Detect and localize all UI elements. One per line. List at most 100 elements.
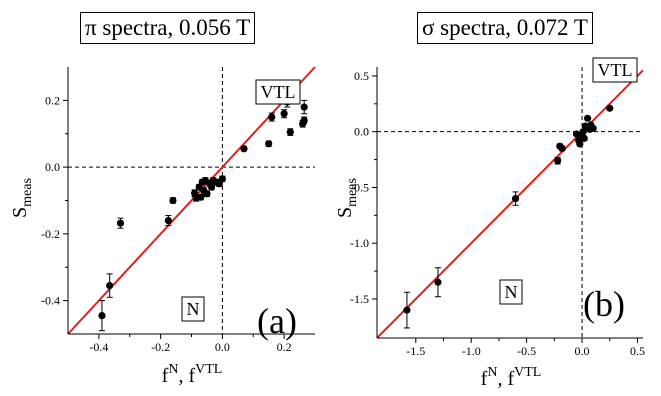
point-marker xyxy=(589,124,597,132)
point-marker xyxy=(207,183,216,191)
vtl-region-label-box xyxy=(255,79,301,105)
data-points xyxy=(403,104,614,329)
y-tick-label: -1.5 xyxy=(350,292,369,306)
data-point xyxy=(268,112,276,122)
data-point xyxy=(589,124,597,132)
chart-a-svg: -0.4 -0.2 0.0 0.2 -0.4 -0.2 0.0 0.2 VTL N (a) Smea… xyxy=(9,66,316,387)
chart-title: π spectra, 0.056 T xyxy=(80,12,256,44)
y-tick-label: 0.0 xyxy=(354,125,369,139)
data-point xyxy=(300,116,308,125)
x-axis-title-superscript: VTL xyxy=(514,365,541,380)
data-point xyxy=(203,190,211,198)
data-point xyxy=(240,145,248,153)
fit-line-group xyxy=(67,66,316,335)
x-axis-title-superscript: VTL xyxy=(195,362,222,377)
point-marker xyxy=(606,104,614,112)
data-point xyxy=(580,134,588,142)
vtl-region-label: VTL xyxy=(261,82,296,102)
data-point xyxy=(554,156,562,165)
data-point xyxy=(511,191,520,206)
point-marker xyxy=(579,128,587,136)
x-tick-label: -0.4 xyxy=(89,340,108,354)
data-point xyxy=(434,267,442,298)
x-tick-label: -0.2 xyxy=(151,340,170,354)
y-axis-title: Smeas xyxy=(9,178,35,218)
axes: -0.4 -0.2 0.0 0.2 -0.4 -0.2 0.0 0.2 xyxy=(41,67,315,354)
point-marker xyxy=(240,145,248,153)
point-marker xyxy=(197,193,205,201)
x-tick-label: 0.2 xyxy=(277,340,292,354)
data-point xyxy=(286,128,294,136)
vtl-region-label: VTL xyxy=(598,60,633,80)
point-marker xyxy=(286,128,294,136)
x-tick-label: -0.5 xyxy=(517,344,536,358)
point-marker xyxy=(164,216,172,225)
point-marker xyxy=(511,194,520,203)
chart-panel-b: σ spectra, 0.072 T -1.5 -1.0 -0.5 0.0 0.5 -1.… xyxy=(334,0,661,396)
data-point xyxy=(606,104,614,112)
point-marker xyxy=(558,144,566,153)
x-axis-title-superscript: N xyxy=(487,365,497,380)
reference-lines xyxy=(377,67,643,338)
point-marker xyxy=(218,175,226,183)
data-point xyxy=(558,144,566,153)
n-region-label: N xyxy=(187,299,200,319)
point-marker xyxy=(583,114,592,122)
panel-letter: (b) xyxy=(583,284,625,324)
x-axis-title-superscript: N xyxy=(168,362,178,377)
fit-line-group xyxy=(376,69,644,339)
point-marker xyxy=(268,113,276,121)
y-tick-label: -1.0 xyxy=(350,236,369,250)
x-axis-title-separator: , f xyxy=(497,368,514,390)
x-tick-label: 0.5 xyxy=(630,344,645,358)
point-marker xyxy=(265,140,273,148)
point-marker xyxy=(300,103,308,111)
y-axis-title-base: S xyxy=(334,207,356,218)
x-tick-label: -1.5 xyxy=(406,344,425,358)
data-point xyxy=(583,114,592,122)
data-point xyxy=(106,273,114,298)
data-point xyxy=(197,193,205,201)
x-tick-label: 0.0 xyxy=(575,344,590,358)
y-tick-label: 0.2 xyxy=(45,93,60,107)
x-axis-title: fN, fVTL xyxy=(162,362,223,387)
chart-panel-a: π spectra, 0.056 T -0.4 -0.2 0.0 0.2 -0.4 -0.… xyxy=(9,12,316,387)
data-point xyxy=(116,217,125,229)
fit-line xyxy=(67,66,316,335)
point-marker xyxy=(280,110,288,118)
point-marker xyxy=(580,134,588,142)
y-axis-title-subscript: meas xyxy=(345,178,360,207)
data-point xyxy=(403,291,411,329)
reference-lines xyxy=(68,67,315,334)
y-axis-title-subscript: meas xyxy=(20,178,35,207)
data-point xyxy=(280,109,288,119)
n-region-label: N xyxy=(505,282,518,302)
point-marker xyxy=(203,190,211,198)
x-tick-label: 0.0 xyxy=(215,340,230,354)
data-point xyxy=(265,140,273,148)
data-point xyxy=(169,196,177,205)
point-marker xyxy=(576,140,584,148)
vtl-region-label-box xyxy=(592,57,638,83)
n-region-label-box xyxy=(181,296,205,322)
point-marker xyxy=(403,306,411,314)
x-axis-title-base: f xyxy=(481,368,488,390)
data-points xyxy=(98,96,308,332)
x-axis-title: fN, fVTL xyxy=(481,365,542,390)
fit-line xyxy=(376,69,644,339)
y-axis-title: Smeas xyxy=(334,178,360,218)
data-point xyxy=(576,140,584,148)
chart-title: σ spectra, 0.072 T xyxy=(417,12,593,44)
y-axis-title-base: S xyxy=(9,207,31,218)
point-marker xyxy=(106,282,114,290)
x-tick-label: -1.0 xyxy=(462,344,481,358)
point-marker xyxy=(554,157,562,165)
chart-b-svg: -1.5 -1.0 -0.5 0.0 0.5 -1.5 -1.0 -0.5 0.0 0.5 VTL… xyxy=(334,57,645,390)
y-tick-label: -0.2 xyxy=(41,227,60,241)
panel-letter: (a) xyxy=(257,301,297,341)
point-marker xyxy=(169,196,177,205)
data-point xyxy=(579,128,587,136)
point-marker xyxy=(300,116,308,124)
point-marker xyxy=(98,312,106,320)
